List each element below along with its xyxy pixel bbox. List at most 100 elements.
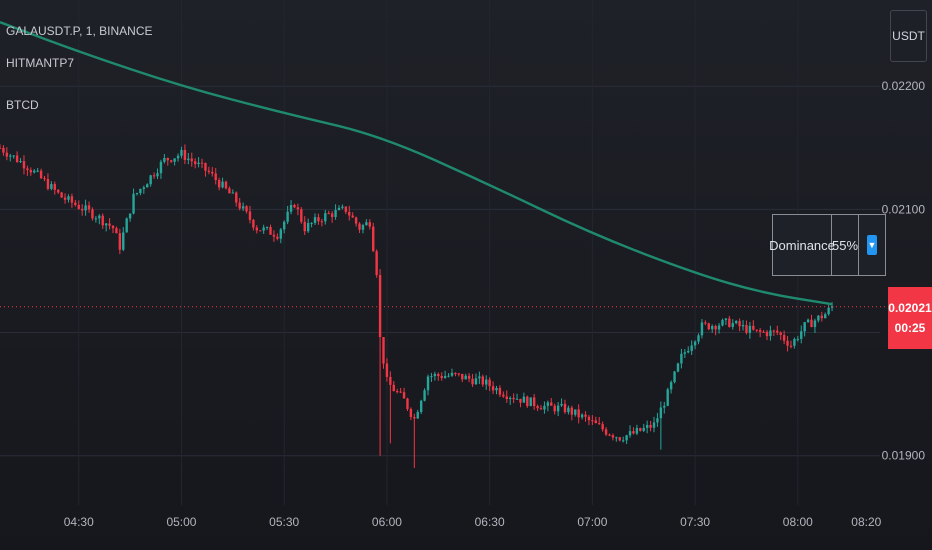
candle-body bbox=[478, 376, 481, 379]
candle-body bbox=[303, 221, 306, 232]
candle-body bbox=[108, 223, 111, 226]
x-tick-label: 07:00 bbox=[577, 515, 607, 529]
candle-body bbox=[704, 322, 707, 324]
candle-body bbox=[0, 147, 2, 149]
candle-body bbox=[115, 228, 118, 234]
candle-body bbox=[5, 152, 9, 157]
candle-body bbox=[74, 202, 77, 205]
candle-body bbox=[447, 375, 450, 377]
candle-body bbox=[60, 192, 63, 198]
candle-body bbox=[461, 373, 464, 380]
candle-body bbox=[758, 330, 762, 332]
candle-body bbox=[70, 196, 74, 203]
candle-body bbox=[313, 217, 317, 223]
arrow-down-icon: ▼ bbox=[867, 235, 877, 255]
candle-body bbox=[522, 396, 526, 403]
candle-body bbox=[361, 225, 365, 230]
dominance-arrow-cell: ▼ bbox=[859, 215, 885, 275]
candle-body bbox=[330, 213, 334, 218]
candle-body bbox=[556, 405, 560, 412]
candle-body bbox=[532, 397, 536, 407]
candle-body bbox=[508, 397, 512, 400]
candle-body bbox=[382, 337, 385, 364]
candle-body bbox=[669, 382, 673, 390]
candle-body bbox=[39, 170, 43, 179]
candle-body bbox=[2, 147, 5, 153]
indicator-legend-hitman[interactable]: HITMANTP7 bbox=[6, 56, 75, 70]
x-tick-label: 05:00 bbox=[166, 515, 196, 529]
candle-body bbox=[433, 373, 437, 377]
candle-body bbox=[621, 440, 625, 442]
candle-body bbox=[183, 149, 187, 161]
candle-body bbox=[738, 321, 741, 327]
candle-body bbox=[457, 373, 461, 375]
candle-body bbox=[659, 407, 663, 419]
candle-body bbox=[156, 173, 159, 177]
candle-body bbox=[645, 424, 649, 428]
candle-body bbox=[608, 434, 611, 436]
candle-body bbox=[193, 161, 197, 165]
candle-body bbox=[426, 376, 430, 391]
candle-body bbox=[368, 222, 372, 227]
candle-body bbox=[84, 205, 87, 211]
candle-body bbox=[187, 158, 190, 161]
candle-body bbox=[563, 403, 567, 413]
candle-body bbox=[642, 427, 645, 431]
candle-body bbox=[782, 334, 786, 341]
candle-body bbox=[419, 400, 423, 413]
candle-body bbox=[553, 405, 556, 412]
candle-body bbox=[142, 187, 146, 189]
candle-body bbox=[495, 387, 498, 391]
candle-body bbox=[789, 345, 793, 347]
candle-body bbox=[409, 408, 413, 417]
symbol-legend[interactable]: GALAUSDT.P, 1, BINANCE bbox=[6, 24, 153, 38]
dominance-value: 55% bbox=[832, 215, 859, 275]
candlesticks bbox=[0, 144, 834, 469]
candle-body bbox=[474, 378, 478, 385]
candle-body bbox=[259, 230, 262, 232]
candle-body bbox=[741, 325, 745, 327]
candle-body bbox=[214, 173, 217, 181]
candle-body bbox=[132, 193, 135, 214]
candle-body bbox=[663, 405, 666, 408]
candle-body bbox=[310, 222, 313, 224]
candle-body bbox=[632, 431, 635, 434]
candle-body bbox=[306, 222, 310, 232]
candle-body bbox=[180, 149, 183, 156]
candle-body bbox=[594, 420, 597, 424]
indicator-legend-btcd[interactable]: BTCD bbox=[6, 98, 39, 112]
candle-body bbox=[334, 209, 337, 218]
candle-body bbox=[190, 158, 193, 162]
candle-body bbox=[546, 402, 550, 406]
candle-body bbox=[402, 392, 406, 399]
currency-button[interactable]: USDT bbox=[890, 10, 927, 62]
candle-body bbox=[293, 204, 296, 208]
candle-body bbox=[29, 170, 33, 173]
candle-body bbox=[146, 184, 149, 188]
candle-body bbox=[166, 157, 169, 161]
candle-body bbox=[22, 161, 26, 169]
candle-body bbox=[87, 205, 91, 210]
candle-body bbox=[611, 435, 615, 438]
candle-body bbox=[91, 209, 94, 219]
candle-body bbox=[584, 414, 587, 417]
candle-body bbox=[77, 204, 80, 209]
candle-body bbox=[235, 192, 238, 203]
candle-body bbox=[796, 338, 800, 340]
candle-body bbox=[170, 160, 173, 162]
candle-body bbox=[152, 175, 156, 177]
candle-body bbox=[344, 206, 348, 212]
y-tick-label: 0.01900 bbox=[882, 449, 926, 463]
candle-body bbox=[577, 409, 580, 418]
x-tick-label: 06:30 bbox=[475, 515, 505, 529]
candle-body bbox=[628, 431, 632, 436]
candle-body bbox=[604, 429, 608, 435]
candle-body bbox=[57, 189, 60, 193]
candle-body bbox=[125, 218, 128, 233]
candle-body bbox=[505, 396, 508, 400]
candle-body bbox=[543, 405, 546, 410]
candle-body bbox=[734, 321, 738, 324]
candle-body bbox=[320, 221, 324, 223]
moving-average-line bbox=[0, 21, 833, 306]
